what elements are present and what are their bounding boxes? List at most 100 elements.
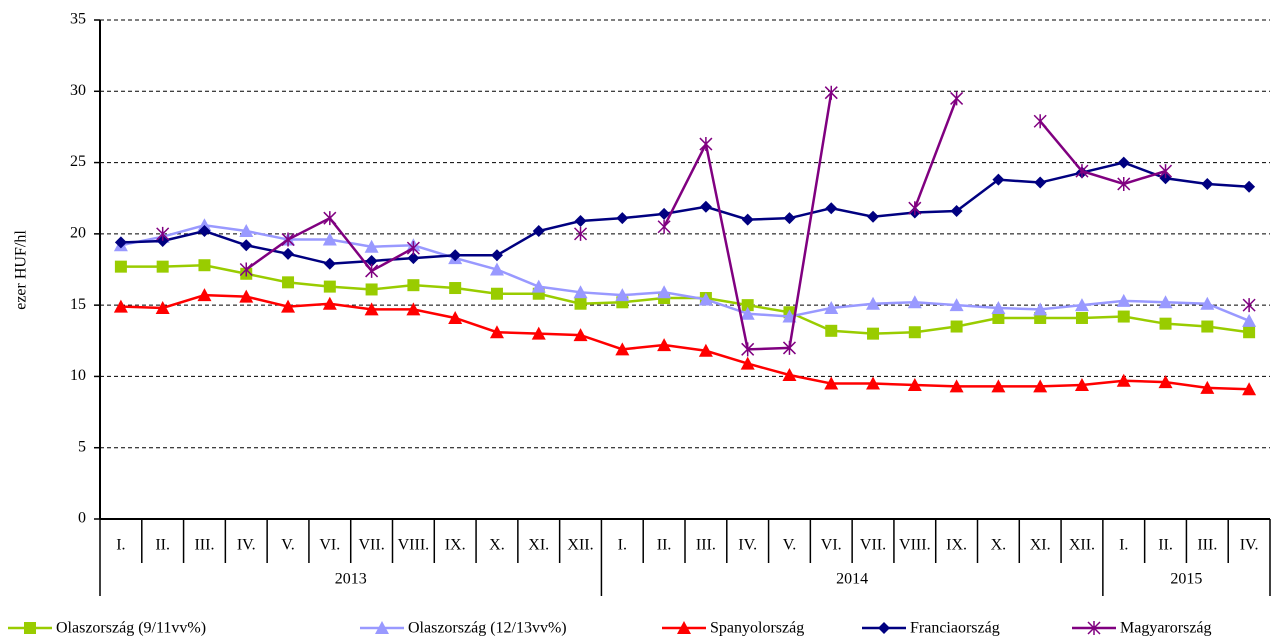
x-tick-label: III. — [1197, 537, 1217, 554]
y-tick-label: 15 — [70, 296, 86, 313]
legend-label: Franciaország — [910, 620, 1000, 637]
y-axis-label: ezer HUF/hl — [13, 230, 30, 310]
marker — [950, 91, 964, 106]
marker — [282, 276, 295, 289]
marker — [448, 310, 463, 324]
marker — [156, 226, 170, 241]
marker — [489, 325, 504, 339]
marker — [239, 289, 254, 303]
marker — [407, 252, 420, 265]
legend-label: Magyarország — [1120, 620, 1212, 637]
y-tick-label: 5 — [78, 438, 86, 455]
marker — [198, 259, 211, 272]
marker — [531, 326, 546, 340]
marker — [155, 300, 170, 314]
y-tick-label: 0 — [78, 510, 86, 527]
x-tick-label: XII. — [567, 537, 593, 554]
marker — [658, 207, 671, 220]
marker — [1116, 373, 1131, 387]
marker — [114, 236, 127, 249]
series-line — [120, 293, 1250, 391]
marker — [1034, 176, 1047, 189]
x-tick-label: IV. — [738, 537, 757, 554]
marker — [615, 288, 630, 302]
marker — [281, 299, 296, 313]
marker — [741, 299, 754, 312]
marker — [573, 328, 588, 342]
marker — [322, 232, 337, 246]
x-tick-label: III. — [696, 537, 716, 554]
marker — [740, 306, 755, 320]
marker — [365, 263, 379, 278]
x-tick-label: III. — [194, 537, 214, 554]
marker — [699, 200, 712, 213]
marker — [240, 239, 253, 252]
marker — [1159, 164, 1173, 179]
x-tick-label: I. — [1119, 537, 1128, 554]
marker — [824, 85, 838, 100]
marker — [323, 211, 337, 226]
marker — [364, 239, 379, 253]
marker — [698, 343, 713, 357]
y-tick-label: 10 — [70, 367, 86, 384]
marker — [1201, 177, 1214, 190]
x-tick-label: VII. — [860, 537, 886, 554]
marker — [991, 300, 1006, 314]
marker — [113, 299, 128, 313]
marker — [1033, 114, 1047, 129]
marker — [1159, 317, 1172, 330]
marker — [281, 232, 295, 247]
y-tick-label: 25 — [70, 153, 86, 170]
marker — [406, 302, 421, 316]
marker — [824, 376, 839, 390]
marker — [1033, 302, 1048, 316]
marker — [949, 298, 964, 312]
marker — [950, 205, 963, 218]
x-tick-label: I. — [116, 537, 125, 554]
marker — [949, 379, 964, 393]
marker — [239, 224, 254, 238]
marker — [365, 254, 378, 267]
marker — [198, 225, 211, 238]
marker — [1075, 311, 1088, 324]
year-label: 2015 — [1170, 571, 1202, 588]
marker — [1242, 382, 1257, 396]
x-tick-label: V. — [783, 537, 797, 554]
marker — [1074, 298, 1089, 312]
marker — [573, 285, 588, 299]
x-tick-label: XII. — [1069, 537, 1095, 554]
x-tick-label: VI. — [821, 537, 842, 554]
marker — [375, 621, 389, 634]
marker — [489, 262, 504, 276]
marker — [1117, 310, 1130, 323]
marker — [782, 368, 797, 382]
x-tick-label: V. — [281, 537, 295, 554]
marker — [825, 324, 838, 337]
marker — [114, 260, 127, 273]
marker — [866, 376, 881, 390]
x-tick-label: VIII. — [899, 537, 931, 554]
marker — [574, 226, 588, 241]
marker — [282, 247, 295, 260]
marker — [1243, 326, 1256, 339]
marker — [1200, 380, 1215, 394]
marker — [1117, 176, 1131, 191]
x-tick-label: X. — [991, 537, 1007, 554]
marker — [574, 297, 587, 310]
marker — [197, 288, 212, 302]
x-tick-label: VII. — [358, 537, 384, 554]
marker — [824, 300, 839, 314]
marker — [406, 241, 420, 256]
marker — [156, 260, 169, 273]
marker — [449, 249, 462, 262]
marker — [197, 218, 212, 232]
marker — [991, 379, 1006, 393]
marker — [1242, 313, 1257, 327]
x-tick-label: X. — [489, 537, 505, 554]
x-tick-label: IV. — [237, 537, 256, 554]
marker — [1158, 295, 1173, 309]
x-tick-label: IX. — [946, 537, 967, 554]
marker — [950, 320, 963, 333]
marker — [657, 338, 672, 352]
